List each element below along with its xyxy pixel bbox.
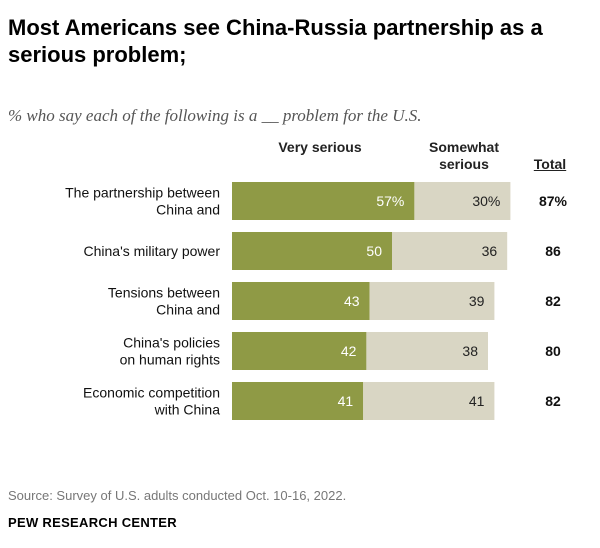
- column-header-very-serious: Very serious: [278, 139, 362, 155]
- bar-very-serious: [232, 382, 364, 420]
- bar-very-serious: [232, 182, 415, 220]
- data-label: 50: [366, 243, 382, 259]
- stacked-bar-chart: The partnership between China and 57% 30% 87…: [65, 182, 568, 420]
- data-label: 30%: [472, 193, 500, 209]
- category-label: Economic competition with China: [83, 385, 220, 418]
- data-label: 43: [344, 293, 360, 309]
- column-header-total: Total: [533, 156, 567, 172]
- category-label: China's policies on human rights: [120, 335, 220, 368]
- data-label: 39: [469, 293, 485, 309]
- chart-title: Most Americans see China-Russia partners…: [8, 15, 543, 67]
- data-label: 42: [341, 343, 357, 359]
- bar-somewhat-serious: [369, 282, 495, 320]
- category-label: Tensions between China and: [108, 285, 220, 318]
- data-label: 36: [482, 243, 498, 259]
- bar-somewhat-serious: [366, 332, 488, 370]
- total-label: 86: [545, 243, 561, 259]
- total-label: 82: [545, 393, 561, 409]
- category-label: China's military power: [84, 243, 221, 259]
- bar-very-serious: [232, 232, 392, 270]
- data-label: 38: [462, 343, 478, 359]
- bar-very-serious: [232, 332, 367, 370]
- total-label: 82: [545, 293, 561, 309]
- bar-very-serious: [232, 282, 370, 320]
- brand-footer: PEW RESEARCH CENTER: [8, 515, 177, 530]
- source-note: Source: Survey of U.S. adults conducted …: [8, 488, 347, 503]
- column-header-somewhat-serious: Somewhat serious: [428, 139, 499, 172]
- bar-somewhat-serious: [414, 182, 511, 220]
- data-label: 57%: [376, 193, 404, 209]
- category-label: The partnership between China and: [65, 185, 220, 218]
- bar-somewhat-serious: [392, 232, 508, 270]
- chart-subtitle: % who say each of the following is a __ …: [8, 106, 422, 125]
- data-label: 41: [338, 393, 354, 409]
- data-label: 41: [469, 393, 485, 409]
- total-label: 80: [545, 343, 561, 359]
- total-label: 87%: [539, 193, 568, 209]
- bar-somewhat-serious: [363, 382, 495, 420]
